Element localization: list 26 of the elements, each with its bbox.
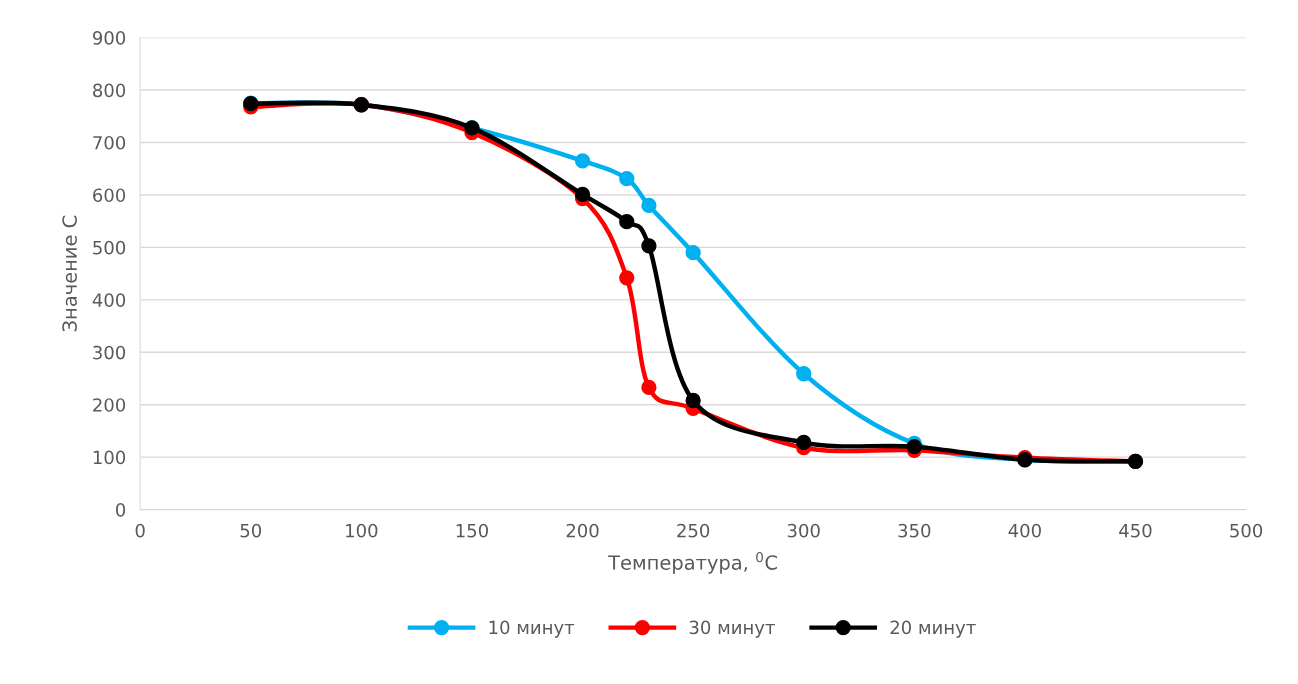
y-tick-label: 200 bbox=[93, 398, 126, 412]
y-axis-title: Значение С bbox=[62, 215, 77, 332]
y-tick-label: 800 bbox=[93, 83, 126, 98]
x-tick-label: 0 bbox=[135, 523, 145, 538]
x-tick-label: 50 bbox=[240, 523, 262, 538]
legend-label: 20 минут bbox=[890, 620, 976, 638]
x-tick-label: 150 bbox=[456, 523, 488, 538]
x-tick-label: 200 bbox=[566, 523, 599, 538]
x-tick-label: 350 bbox=[898, 523, 931, 538]
x-tick-label: 500 bbox=[1230, 523, 1263, 538]
x-tick-label: 300 bbox=[787, 523, 820, 538]
y-tick-label: 500 bbox=[93, 240, 126, 255]
y-tick-label: 600 bbox=[93, 188, 126, 203]
legend-label: 10 минут bbox=[489, 620, 575, 638]
y-tick-label: 700 bbox=[93, 135, 126, 150]
x-axis-title: Температура, $^{0}$C bbox=[608, 552, 777, 574]
x-tick-label: 450 bbox=[1119, 523, 1152, 538]
x-tick-label: 250 bbox=[677, 523, 710, 538]
y-tick-label: 300 bbox=[93, 345, 126, 360]
x-tick-label: 400 bbox=[1008, 523, 1041, 538]
legend-label: 30 минут bbox=[689, 620, 775, 638]
y-tick-label: 900 bbox=[92, 31, 126, 45]
y-tick-label: 100 bbox=[93, 450, 126, 465]
y-tick-label: 400 bbox=[92, 293, 126, 307]
y-tick-label: 0 bbox=[116, 503, 126, 517]
x-tick-label: 100 bbox=[346, 523, 378, 538]
